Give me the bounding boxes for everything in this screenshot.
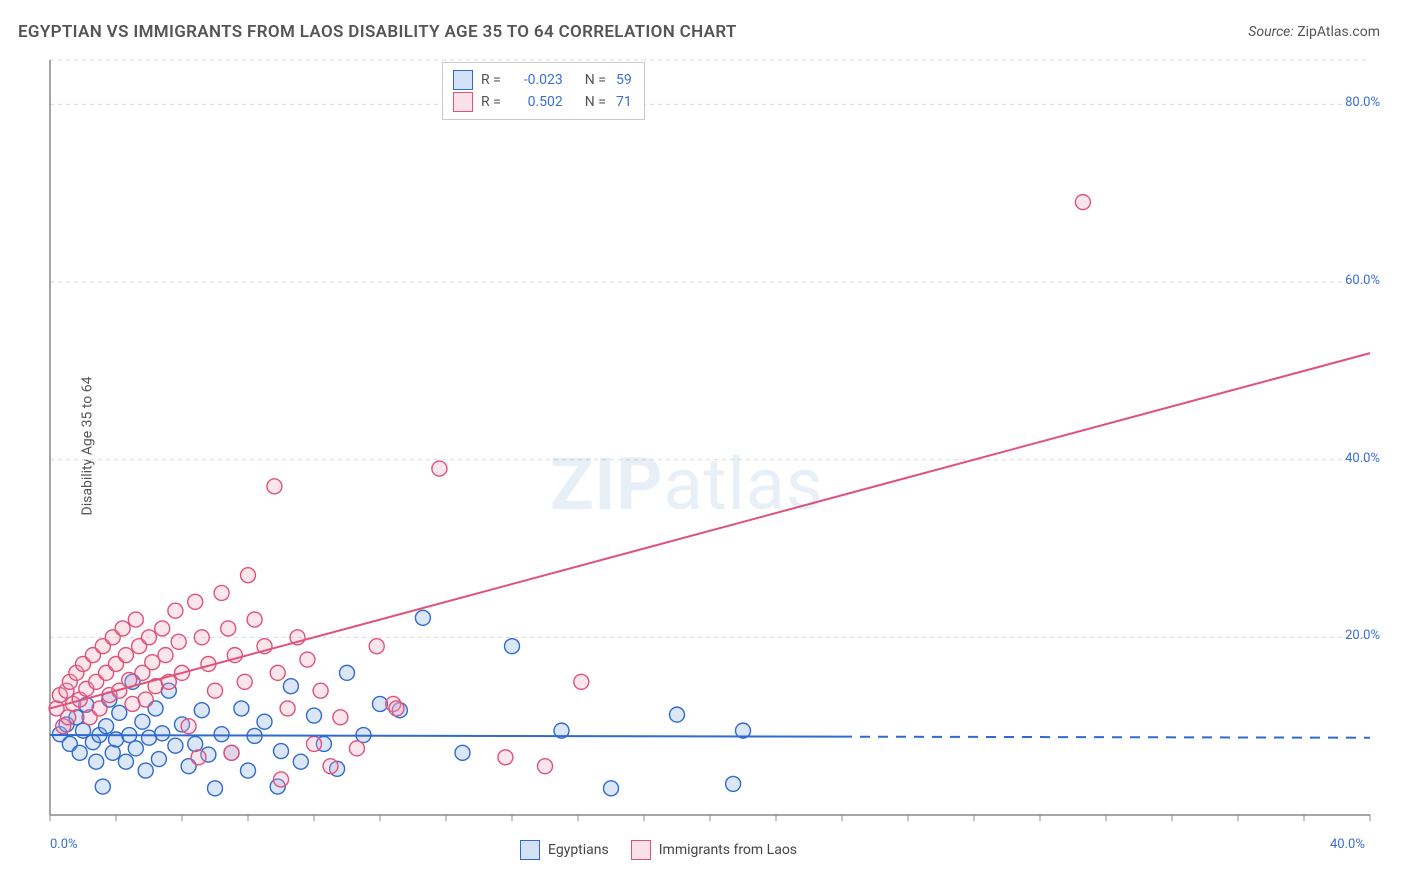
data-point [155,621,170,636]
data-point [89,754,104,769]
data-point [118,648,133,663]
data-point [138,692,153,707]
data-point [95,779,110,794]
legend-item: Immigrants from Laos [631,840,797,860]
data-point [257,714,272,729]
data-point [194,703,209,718]
legend-swatch [520,840,540,860]
series-legend: Egyptians Immigrants from Laos [520,840,797,860]
data-point [432,461,447,476]
data-point [208,683,223,698]
data-point [234,701,249,716]
legend-item: Egyptians [520,840,609,860]
data-point [498,750,513,765]
data-point [389,701,404,716]
legend-n-label: N = [585,69,606,91]
data-point [214,585,229,600]
data-point [267,479,282,494]
data-point [505,639,520,654]
trend-line-dashed [842,737,1370,738]
data-point [349,741,364,756]
data-point [105,745,120,760]
data-point [224,745,239,760]
data-point [300,652,315,667]
points-group [49,195,1090,796]
data-point [188,594,203,609]
y-tick-label: 40.0% [1345,451,1380,466]
legend-r-value: 0.502 [511,91,563,113]
data-point [188,736,203,751]
data-point [99,719,114,734]
data-point [181,719,196,734]
data-point [142,630,157,645]
legend-swatch [453,92,473,112]
data-point [313,683,328,698]
data-point [340,665,355,680]
legend-n-value: 71 [616,91,632,113]
data-point [1075,195,1090,210]
data-point [237,674,252,689]
data-point [270,665,285,680]
x-tick-label: 0.0% [50,837,78,852]
legend-r-label: R = [481,91,501,113]
data-point [415,610,430,625]
data-point [323,759,338,774]
data-point [221,621,236,636]
data-point [670,707,685,722]
data-point [168,603,183,618]
data-point [158,648,173,663]
y-tick-label: 80.0% [1345,95,1380,110]
data-point [274,772,289,787]
legend-row: R = -0.023 N = 59 [453,69,632,91]
data-point [247,612,262,627]
data-point [191,750,206,765]
legend-row: R = 0.502 N = 71 [453,91,632,113]
data-point [128,741,143,756]
data-point [604,781,619,796]
data-point [538,759,553,774]
legend-n-label: N = [585,91,606,113]
data-point [369,639,384,654]
y-tick-label: 60.0% [1345,273,1380,288]
data-point [274,744,289,759]
data-point [155,726,170,741]
data-point [307,736,322,751]
data-point [307,708,322,723]
data-point [241,568,256,583]
data-point [115,621,130,636]
legend-swatch [453,70,473,90]
data-point [455,745,470,760]
data-point [214,727,229,742]
data-point [241,763,256,778]
data-point [726,776,741,791]
y-tick-label: 20.0% [1345,628,1380,643]
data-point [112,705,127,720]
data-point [333,710,348,725]
data-point [168,738,183,753]
correlation-legend: R = -0.023 N = 59 R = 0.502 N = 71 [442,62,645,120]
legend-swatch [631,840,651,860]
data-point [92,701,107,716]
data-point [151,752,166,767]
data-point [128,612,143,627]
data-point [72,745,87,760]
data-point [118,754,133,769]
legend-series-name: Egyptians [548,842,609,858]
trend-line [50,353,1370,708]
legend-n-value: 59 [616,69,632,91]
data-point [194,630,209,645]
data-point [138,763,153,778]
data-point [574,674,589,689]
data-point [135,714,150,729]
data-point [171,634,186,649]
legend-r-value: -0.023 [511,69,563,91]
data-point [293,754,308,769]
scatter-chart [0,0,1406,892]
data-point [280,701,295,716]
legend-series-name: Immigrants from Laos [659,842,797,858]
x-tick-label: 40.0% [1330,837,1365,852]
data-point [208,781,223,796]
data-point [283,679,298,694]
legend-r-label: R = [481,69,501,91]
